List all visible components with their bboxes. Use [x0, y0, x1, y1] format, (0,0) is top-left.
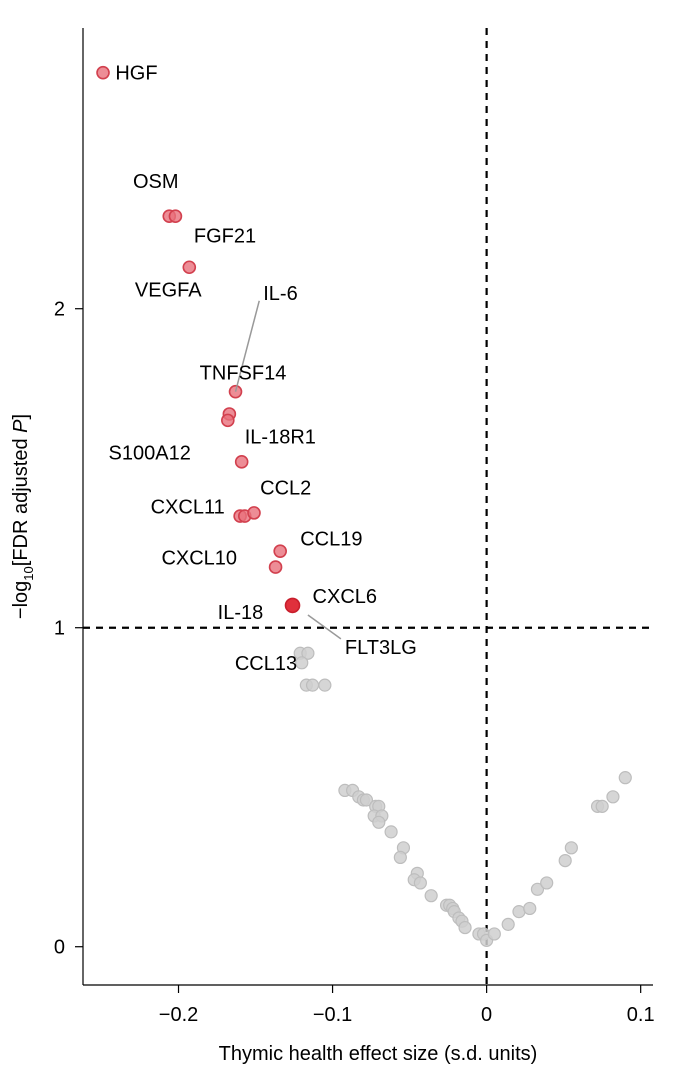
nonsignificant-point [487, 927, 501, 941]
axes: Thymic health effect size (s.d. units) −… [10, 28, 655, 1065]
nonsignificant-point [595, 799, 609, 813]
significant-point [96, 65, 110, 80]
nonsignificant-point [512, 905, 526, 919]
highlight-point [284, 597, 301, 614]
point-label: IL-6 [263, 283, 297, 305]
point-label: OSM [133, 171, 179, 193]
significant-point [268, 560, 283, 574]
significant-point [182, 260, 197, 275]
nonsignificant-point [540, 876, 554, 890]
x-tick-label: 0.1 [627, 1004, 655, 1026]
point-label: TNFSF14 [200, 363, 287, 385]
significant-point [273, 544, 287, 558]
nonsignificant-point [413, 876, 427, 890]
point-label: S100A12 [109, 442, 191, 464]
nonsignificant-point [501, 917, 515, 931]
nonsignificant-point [295, 656, 309, 670]
point-label: CXCL10 [161, 548, 237, 570]
point-label: CCL13 [235, 653, 297, 675]
point-labels: HGF OSM FGF21 VEGFA IL-6 TNFSF14 S100A12 IL-18R… [109, 63, 417, 675]
y-tick-label: 1 [54, 618, 65, 640]
y-axis-title-part: ] [10, 414, 32, 420]
point-label: FLT3LG [345, 637, 417, 659]
nonsignificant-point [384, 825, 398, 839]
x-tick-label: −0.2 [159, 1004, 198, 1026]
y-tick-label: 2 [54, 299, 65, 321]
nonsignificant-point [523, 901, 537, 916]
significant-point [247, 506, 261, 520]
nonsignificant-point [393, 850, 407, 865]
leader-line [307, 614, 342, 640]
nonsignificant-point [318, 678, 332, 692]
nonsignificant-point [372, 815, 386, 829]
point-label: IL-18 [218, 602, 264, 624]
x-tick-label: 0 [481, 1004, 492, 1026]
point-label: CCL19 [300, 528, 362, 550]
point-label: FGF21 [194, 225, 256, 247]
threshold-lines [83, 28, 653, 985]
significant-point [221, 413, 235, 428]
point-label: CXCL6 [313, 586, 377, 608]
nonsignificant-point [530, 882, 545, 896]
y-axis-title-subscript: 10 [21, 566, 36, 580]
x-axis-title: Thymic health effect size (s.d. units) [219, 1043, 538, 1065]
point-label: HGF [115, 63, 157, 85]
nonsignificant-point [305, 678, 320, 692]
y-tick-label: 0 [54, 937, 65, 959]
significant-point [168, 209, 183, 224]
point-label: VEGFA [135, 280, 202, 302]
nonsignificant-point [458, 920, 472, 935]
point-label: CCL2 [260, 477, 311, 499]
y-axis-title-part: [FDR adjusted [10, 433, 32, 566]
point-label: CXCL11 [151, 497, 225, 519]
y-axis-title-part: −log [10, 581, 32, 619]
nonsignificant-point [618, 771, 632, 785]
leader-line [234, 300, 260, 392]
y-axis-title-italic: P [10, 419, 32, 433]
nonsignificant-point [558, 853, 572, 868]
nonsignificant-point [606, 790, 620, 804]
point-label: IL-18R1 [245, 426, 316, 448]
y-axis-title: −log10[FDR adjusted P] [10, 414, 36, 619]
significant-point [234, 455, 249, 469]
nonsignificant-point [424, 889, 438, 903]
x-tick-label: −0.1 [313, 1004, 352, 1026]
nonsignificant-point [301, 646, 315, 660]
nonsignificant-point [564, 841, 578, 855]
nonsignificant-point [359, 793, 374, 807]
